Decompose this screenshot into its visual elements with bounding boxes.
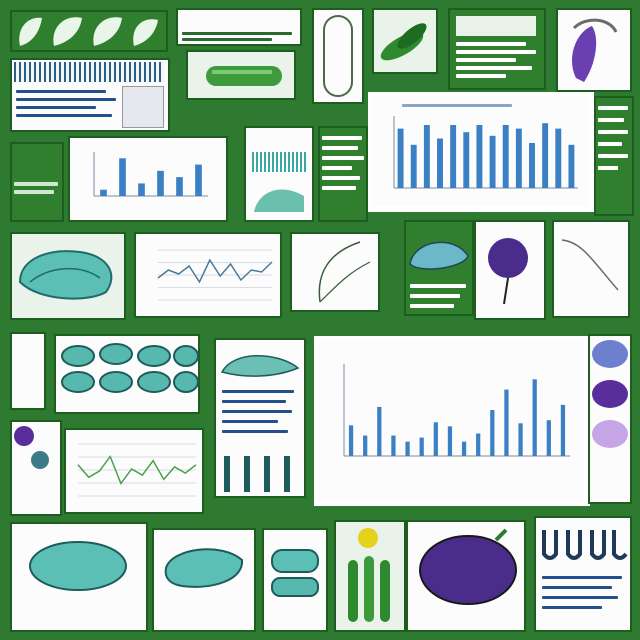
chart-bar: [410, 144, 417, 188]
yellow-flower-cucumber: [348, 528, 390, 622]
chart-bar: [437, 138, 443, 188]
bottom-left-tile: [10, 522, 148, 632]
barcode-tile: [10, 58, 170, 132]
teal-shape-tile: [10, 232, 126, 320]
teal-dome-illustration: [409, 241, 469, 270]
chart-bar: [397, 128, 404, 188]
chart-bar: [100, 189, 107, 196]
right-text-column: [594, 96, 634, 216]
bottom-cucumber-tile: [334, 520, 406, 632]
left-small-tile-b: [10, 420, 62, 516]
line-chart-tile-1: [134, 232, 282, 318]
chart-bar: [450, 125, 457, 188]
teal-capsule: [271, 549, 319, 597]
leaf-icons: [19, 17, 158, 46]
plant-icons-tile: [10, 10, 168, 52]
curve-chart-tile: [552, 220, 630, 318]
chart-bar: [542, 123, 549, 188]
chart-bar: [568, 144, 575, 188]
line-chart-2: [77, 443, 197, 497]
cucumber-photo-tile: [186, 50, 296, 100]
chart-bar: [476, 125, 483, 188]
teal-pebbles: [61, 343, 199, 393]
bottom-right-tile: [534, 516, 632, 632]
purple-ball: [488, 238, 528, 305]
teal-slug-tile: [244, 126, 314, 222]
cucumber-illustration: [380, 23, 427, 61]
heading-tile: [176, 8, 302, 46]
chart-bar: [502, 125, 509, 188]
left-small-tile-a: [10, 332, 46, 410]
chart-bar: [138, 183, 145, 196]
main-bar-chart: [393, 116, 578, 189]
small-purple-marker: [14, 426, 49, 469]
series-line: [77, 454, 197, 486]
chart-bar: [489, 135, 496, 188]
chart-bar: [195, 164, 202, 196]
text-panel-tile: [448, 8, 546, 90]
bottom-mid-tile: [262, 528, 328, 632]
secondary-bar-chart: [343, 364, 570, 457]
chart-bar: [560, 404, 566, 456]
purple-ball-tile: [474, 220, 546, 320]
cucumber-drawing: [206, 66, 282, 86]
chart-bar: [419, 437, 424, 456]
chart-bar: [363, 435, 368, 456]
leaf-sketch: [318, 241, 371, 303]
outline-figure-tile: [312, 8, 364, 104]
chart-bar: [532, 379, 537, 456]
chart-bar: [119, 158, 126, 196]
chart-bar: [463, 132, 470, 188]
teal-pebbles-tile: [54, 334, 200, 414]
left-text-block: [10, 142, 64, 222]
chart-bar: [377, 406, 382, 456]
chart-bar: [476, 433, 481, 456]
chart-bar: [546, 420, 551, 456]
chart-bar: [461, 441, 467, 456]
purple-object-tile: [556, 8, 632, 92]
mid-text-column: [318, 126, 368, 222]
teal-leaf-panel: [214, 338, 306, 498]
chart-bar: [529, 143, 535, 188]
line-chart-1: [157, 249, 273, 301]
chart-bar: [515, 128, 522, 188]
chart-bar: [391, 435, 396, 456]
purple-stack-illustration: [592, 340, 628, 448]
bottom-eggplant-tile: [406, 520, 526, 632]
chart-bar: [490, 410, 495, 456]
chart-bar: [555, 128, 562, 188]
chart-bar: [157, 170, 164, 196]
u-shapes-illustration: [542, 530, 628, 560]
chart-bar: [447, 426, 453, 456]
bottom-mid-left-tile: [152, 528, 256, 632]
chart-bar: [405, 441, 410, 456]
chart-bar: [348, 425, 354, 456]
chart-bar: [433, 422, 438, 456]
right-purple-stack: [588, 334, 632, 504]
decay-curve: [561, 239, 619, 291]
teal-oval-illustration: [29, 541, 127, 591]
small-bar-chart: [93, 152, 208, 197]
green-plant-tile: [372, 8, 438, 74]
sketch-tile: [290, 232, 380, 312]
secondary-bar-chart-panel: [318, 340, 584, 500]
chart-bar: [176, 177, 183, 196]
capsule-outline: [323, 15, 353, 97]
eggplant-illustration: [419, 528, 517, 605]
teal-shape-illustration: [18, 250, 113, 300]
teal-leaf-illustration: [220, 355, 300, 492]
series-line: [157, 258, 273, 284]
chart-bar: [518, 423, 523, 456]
teal-blob-illustration: [164, 548, 244, 588]
teal-dome-tile: [404, 220, 474, 316]
chart-bar: [423, 125, 430, 188]
main-bar-chart-panel: [372, 96, 588, 206]
small-bar-chart-tile: [68, 136, 228, 222]
chart-bar: [504, 389, 509, 456]
teal-slug-illustration: [254, 189, 304, 212]
purple-shape-illustration: [571, 18, 618, 82]
line-chart-tile-2: [64, 428, 204, 514]
